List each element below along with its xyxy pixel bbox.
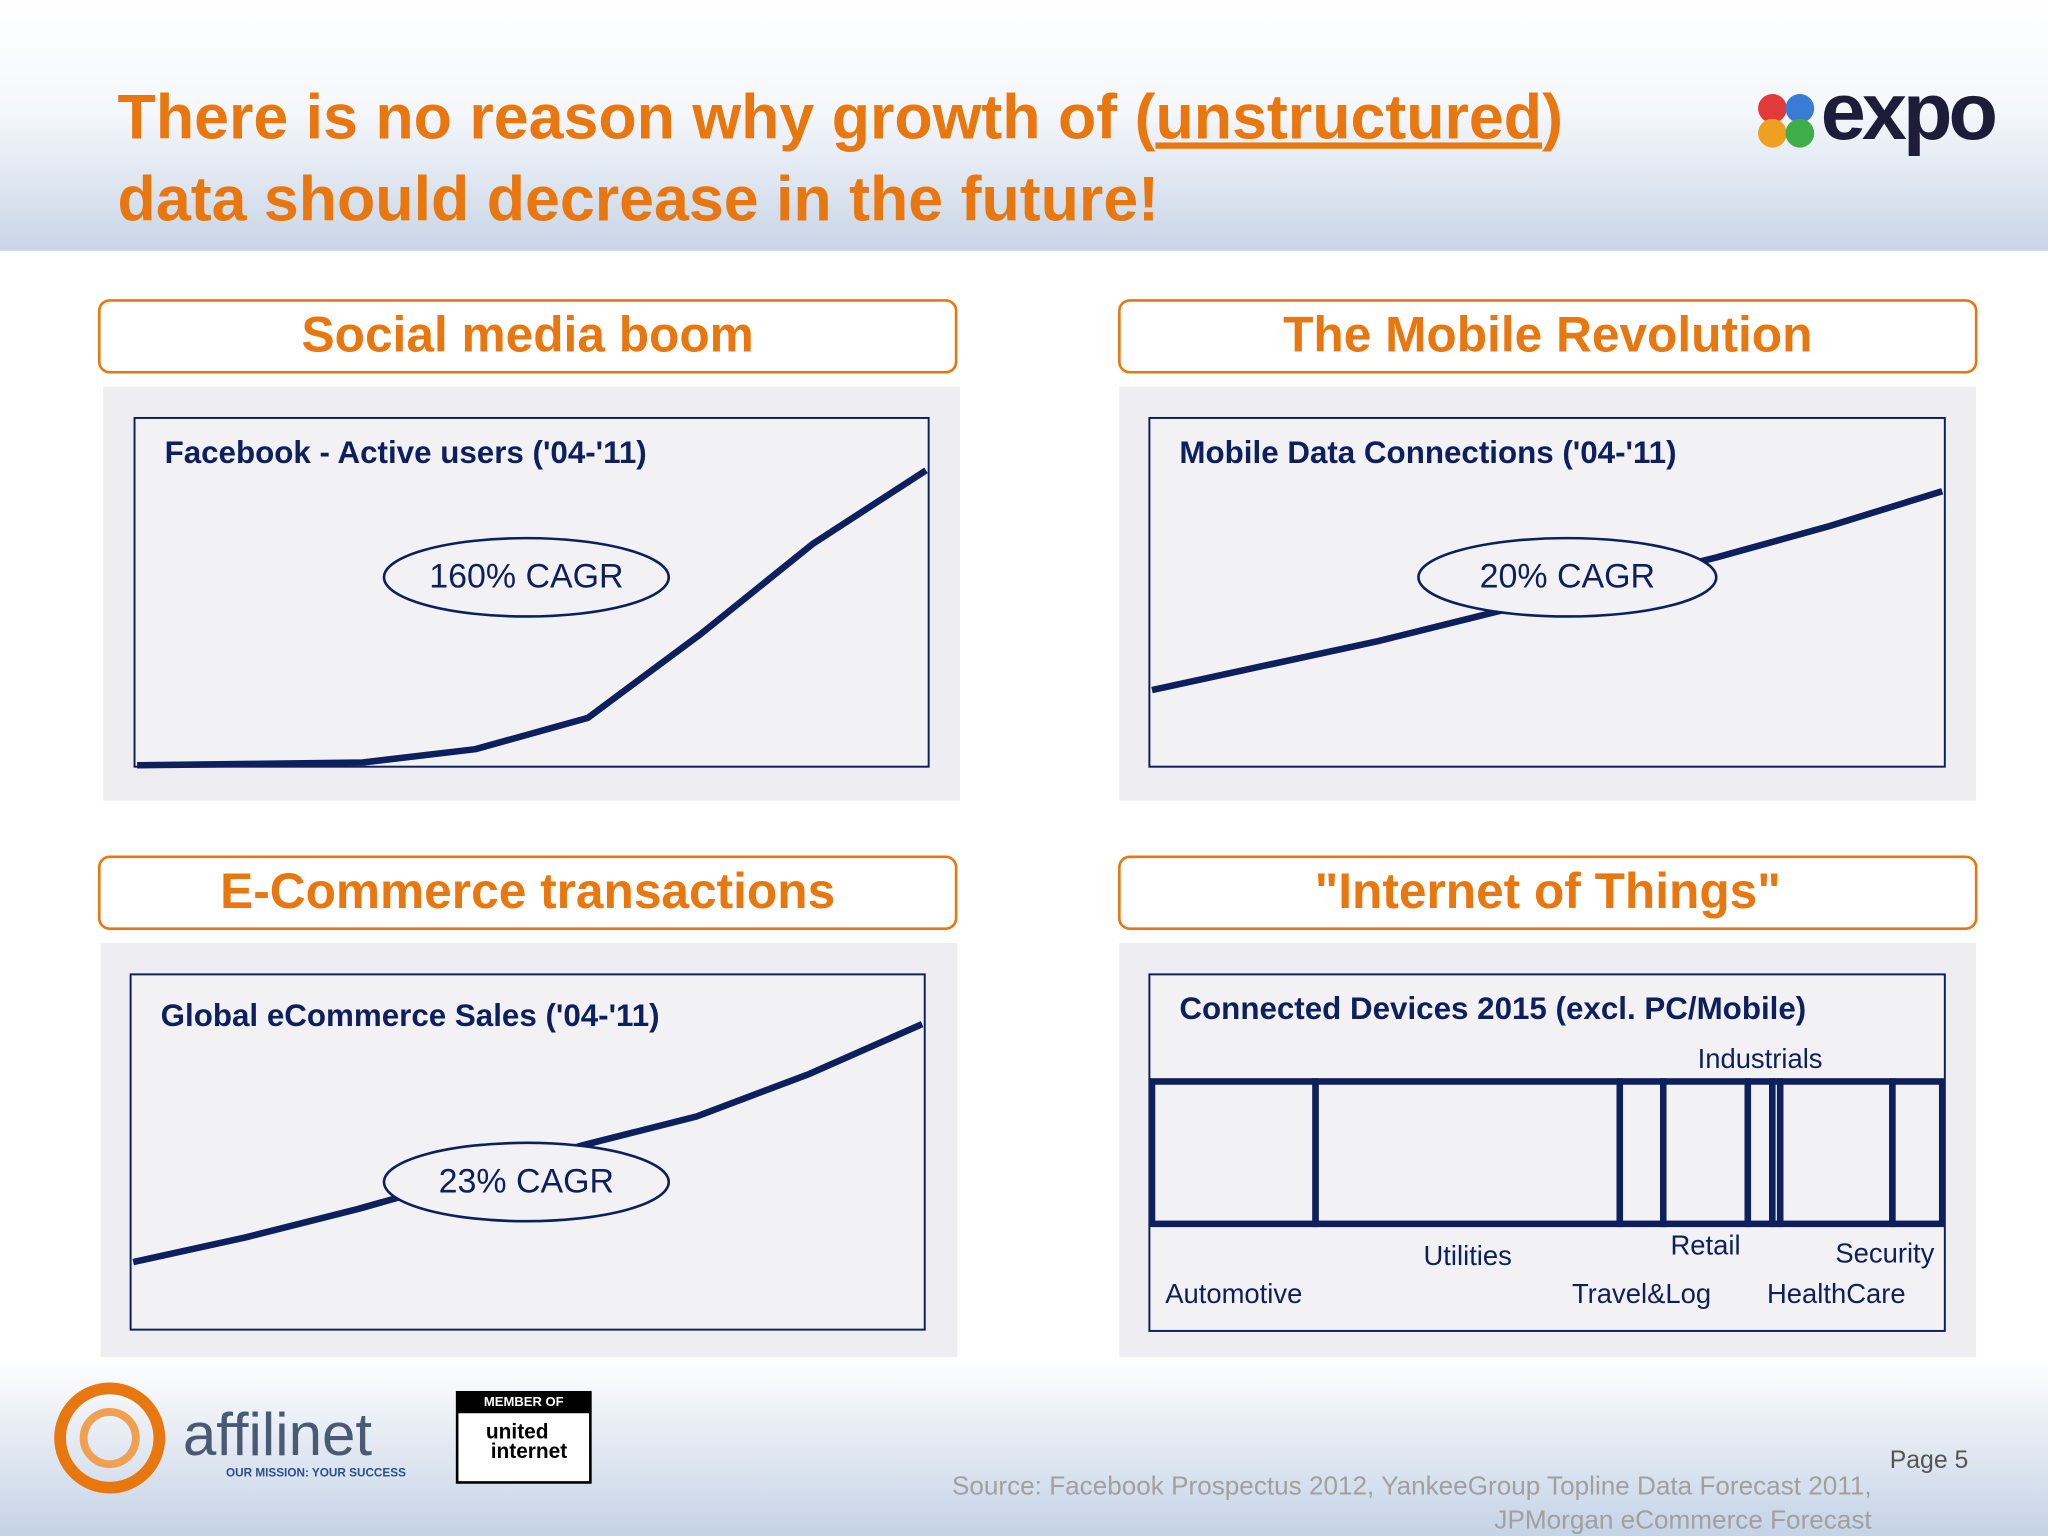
member-name: united — [486, 1420, 549, 1443]
panel-heading: The Mobile Revolution — [1283, 306, 1812, 362]
chart-title: Facebook - Active users ('04-'11) — [165, 435, 647, 470]
panel-heading-box — [1118, 855, 1978, 930]
chart-title: Global eCommerce Sales ('04-'11) — [161, 998, 660, 1033]
panel-heading-box — [1118, 299, 1978, 374]
brand-tagline: OUR MISSION: YOUR SUCCESS — [226, 1466, 406, 1479]
annotation-text: 160% CAGR — [429, 558, 623, 596]
bar-segment — [1616, 1078, 1667, 1228]
brand-swirl — [79, 1408, 140, 1469]
title-part: ) — [1542, 82, 1563, 152]
bar-segment — [1776, 1078, 1896, 1228]
logo-dot — [1785, 118, 1815, 148]
logo-dot — [1785, 94, 1815, 123]
header-band — [0, 0, 2048, 251]
member-label: MEMBER OF — [484, 1394, 564, 1409]
chart-title: Mobile Data Connections ('04-'11) — [1179, 435, 1676, 470]
bar-segment — [1312, 1078, 1624, 1228]
source-text: JPMorgan eCommerce Forecast — [1494, 1505, 1872, 1535]
footer-band — [0, 1358, 2048, 1536]
annotation-ellipse — [382, 1141, 671, 1223]
bar-segment — [1148, 1078, 1319, 1228]
annotation-ellipse — [382, 536, 671, 618]
logo-text: expo — [1821, 67, 1996, 157]
chart-title: Connected Devices 2015 (excl. PC/Mobile) — [1179, 991, 1806, 1026]
segment-label: Industrials — [1698, 1043, 1823, 1074]
segment-label: Utilities — [1424, 1240, 1512, 1271]
bar-segment — [1744, 1078, 1776, 1228]
brand-name: affilinet — [183, 1401, 373, 1468]
segment-label: HealthCare — [1767, 1278, 1906, 1309]
segment-label: Travel&Log — [1572, 1278, 1711, 1309]
member-bar — [457, 1392, 591, 1414]
footer: affilinet OUR MISSION: YOUR SUCCESS MEMB… — [54, 1382, 1969, 1535]
member-name: internet — [491, 1440, 568, 1463]
annotation-text: 23% CAGR — [439, 1162, 614, 1200]
panel-heading: E-Commerce transactions — [220, 863, 835, 919]
title-part: There is no reason why growth of ( — [118, 82, 1156, 152]
annotation-text: 20% CAGR — [1480, 558, 1655, 596]
source-text: Source: Facebook Prospectus 2012, Yankee… — [952, 1471, 1872, 1501]
panel-heading: "Internet of Things" — [1315, 863, 1781, 919]
segment-label: Security — [1835, 1237, 1934, 1268]
page-number: Page 5 — [1890, 1447, 1969, 1474]
annotation-ellipse — [1417, 536, 1718, 618]
logo-dot — [1758, 94, 1787, 123]
data-line — [137, 467, 928, 769]
segment-label: Retail — [1670, 1230, 1740, 1261]
brand-swirl — [54, 1382, 166, 1494]
expo-logo: expo — [1758, 67, 1999, 157]
logo-dot — [1758, 118, 1787, 148]
title-underlined: unstructured — [1155, 82, 1542, 152]
panel-heading: Social media boom — [302, 306, 754, 362]
segment-label: Automotive — [1165, 1278, 1302, 1309]
title-line-1: There is no reason why growth of (unstru… — [118, 82, 1563, 152]
panel-heading-box — [97, 299, 958, 374]
panel-heading-box — [97, 855, 958, 930]
title-line-2: data should decrease in the future! — [118, 164, 1160, 234]
bar-segment — [1659, 1078, 1752, 1228]
bar-segment — [1889, 1078, 1946, 1228]
